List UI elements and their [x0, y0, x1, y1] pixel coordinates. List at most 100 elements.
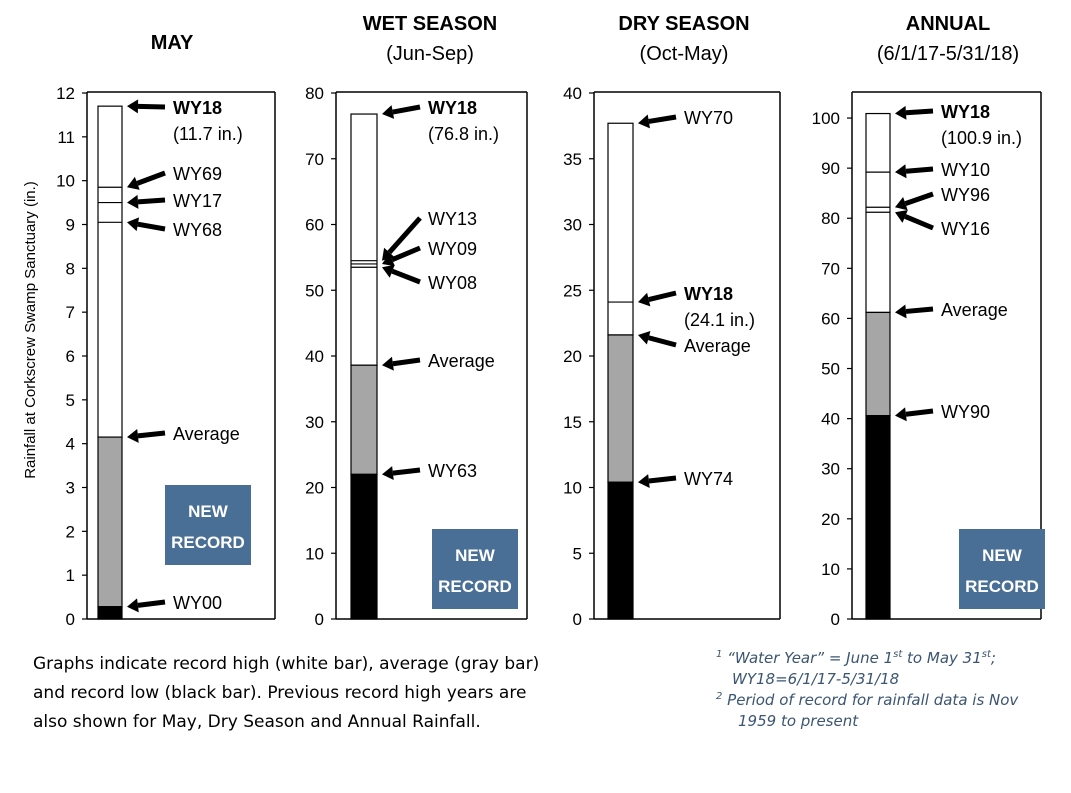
annotation-arrow — [648, 475, 677, 484]
annotation-arrow — [391, 245, 421, 262]
y-tick-label: 10 — [821, 560, 840, 579]
new-record-badge: NEW RECORD — [432, 529, 518, 609]
annotation-arrow — [137, 197, 166, 205]
arrow-head — [895, 407, 907, 422]
annotation-arrow — [905, 108, 934, 116]
y-tick-label: 50 — [305, 281, 324, 300]
annotation-label: WY13 — [428, 209, 477, 229]
y-tick-label: 1 — [66, 566, 75, 585]
y-tick-label: 11 — [57, 128, 75, 147]
arrow-head — [382, 253, 395, 267]
chart-title: ANNUAL — [906, 13, 990, 35]
footnote-1: 1 “Water Year” = June 1st to May 31st; — [716, 648, 1066, 669]
footnote-text: “Water Year” = June 1 — [727, 649, 894, 667]
annotation-arrow — [904, 191, 934, 206]
footnote-2-line-2: 1959 to present — [738, 712, 859, 730]
chart-title: MAY — [151, 32, 194, 54]
caption-line: Graphs indicate record high (white bar),… — [33, 654, 540, 674]
y-tick-label: 15 — [563, 413, 582, 432]
annotation-arrow — [387, 216, 422, 255]
annotation-label: WY09 — [428, 239, 477, 259]
y-tick-label: 40 — [563, 84, 582, 103]
y-tick-label: 8 — [66, 259, 75, 278]
y-tick-label: 3 — [66, 479, 75, 498]
footnote-1-line-2: WY18=6/1/17-5/31/18 — [732, 670, 900, 688]
y-tick-label: 20 — [563, 347, 582, 366]
arrow-head — [638, 474, 650, 488]
y-tick-label: 25 — [563, 281, 582, 300]
badge-text: NEW — [982, 546, 1023, 565]
badge-text: NEW — [455, 546, 496, 565]
badge-background — [432, 529, 518, 609]
annotation-label: WY18 — [428, 98, 477, 118]
y-tick-label: 35 — [563, 150, 582, 169]
y-tick-label: 30 — [305, 413, 324, 432]
bar-record-high — [607, 122, 634, 336]
y-tick-label: 100 — [812, 109, 840, 128]
arrow-head — [127, 99, 139, 114]
bar-record-high — [350, 113, 378, 366]
annotation-label: WY18 — [941, 102, 990, 122]
annotation-arrow — [137, 221, 166, 232]
y-tick-label: 10 — [563, 479, 582, 498]
chart-subtitle: (Jun-Sep) — [386, 43, 474, 65]
arrow-head — [895, 196, 908, 211]
annotation-arrow — [392, 357, 421, 367]
annotation-label: WY70 — [684, 108, 733, 128]
arrow-head — [382, 466, 394, 481]
annotation-label: WY17 — [173, 191, 222, 211]
y-tick-label: 12 — [56, 84, 75, 103]
y-tick-label: 60 — [305, 216, 324, 235]
y-tick-label: 60 — [821, 309, 840, 328]
annotation-arrow — [905, 306, 934, 314]
y-tick-label: 30 — [563, 216, 582, 235]
annotation-label: WY96 — [941, 185, 990, 205]
y-tick-label: 0 — [573, 610, 582, 629]
chart-title: DRY SEASON — [618, 13, 749, 35]
badge-text: RECORD — [171, 533, 245, 552]
bar-record-low — [865, 415, 891, 620]
bar-average — [97, 436, 123, 608]
y-tick-label: 9 — [66, 216, 75, 235]
footnotes: 1 “Water Year” = June 1st to May 31st; W… — [716, 648, 1066, 732]
caption: Graphs indicate record high (white bar),… — [33, 650, 593, 737]
annotation-label: WY08 — [428, 273, 477, 293]
arrow-head — [382, 356, 394, 371]
annotation-arrow — [648, 114, 677, 124]
y-tick-label: 20 — [305, 479, 324, 498]
y-axis-label: Rainfall at Corkscrew Swamp Sanctuary (i… — [22, 181, 39, 479]
arrow-head — [382, 264, 395, 278]
y-tick-label: 10 — [56, 172, 75, 191]
arrow-head — [895, 304, 907, 319]
bar-record-high — [97, 105, 123, 438]
y-tick-label: 70 — [305, 150, 324, 169]
arrow-head — [127, 194, 139, 209]
annotation-arrow — [905, 166, 934, 174]
annotation-label: WY18 — [684, 284, 733, 304]
arrow-head — [638, 331, 651, 345]
bar-record-low — [350, 473, 378, 620]
annotation-arrow — [392, 467, 421, 476]
annotation-arrow — [392, 104, 421, 115]
arrow-head — [895, 164, 907, 179]
arrow-head — [895, 105, 907, 120]
chart-panel: 0 5 10 15 20 25 30 35 40 DRY SEASON (Oct-May) WY70 W… — [563, 13, 781, 629]
arrow-head — [127, 176, 140, 190]
y-tick-label: 2 — [66, 522, 75, 541]
footnote-text: to May 31 — [902, 649, 982, 667]
new-record-badge: NEW RECORD — [959, 529, 1045, 609]
annotation-label: WY74 — [684, 469, 733, 489]
annotation-label: WY00 — [173, 593, 222, 613]
arrow-head — [638, 292, 651, 307]
badge-background — [165, 485, 251, 565]
chart-panel: 0 10 20 30 40 50 60 70 80 90 100 ANNUAL (6/1/17-5/31… — [812, 13, 1045, 629]
annotation-label: Average — [173, 424, 240, 444]
annotation-arrow — [647, 335, 677, 348]
chart-panel: 0 10 20 30 40 50 60 70 80 WET SEASON (Jun-Sep) WY18… — [305, 13, 528, 629]
arrow-head — [127, 217, 140, 232]
arrow-head — [638, 114, 650, 129]
caption-line: also shown for May, Dry Season and Annua… — [33, 712, 481, 732]
y-tick-label: 4 — [66, 435, 75, 454]
bar-record-low — [97, 606, 123, 620]
